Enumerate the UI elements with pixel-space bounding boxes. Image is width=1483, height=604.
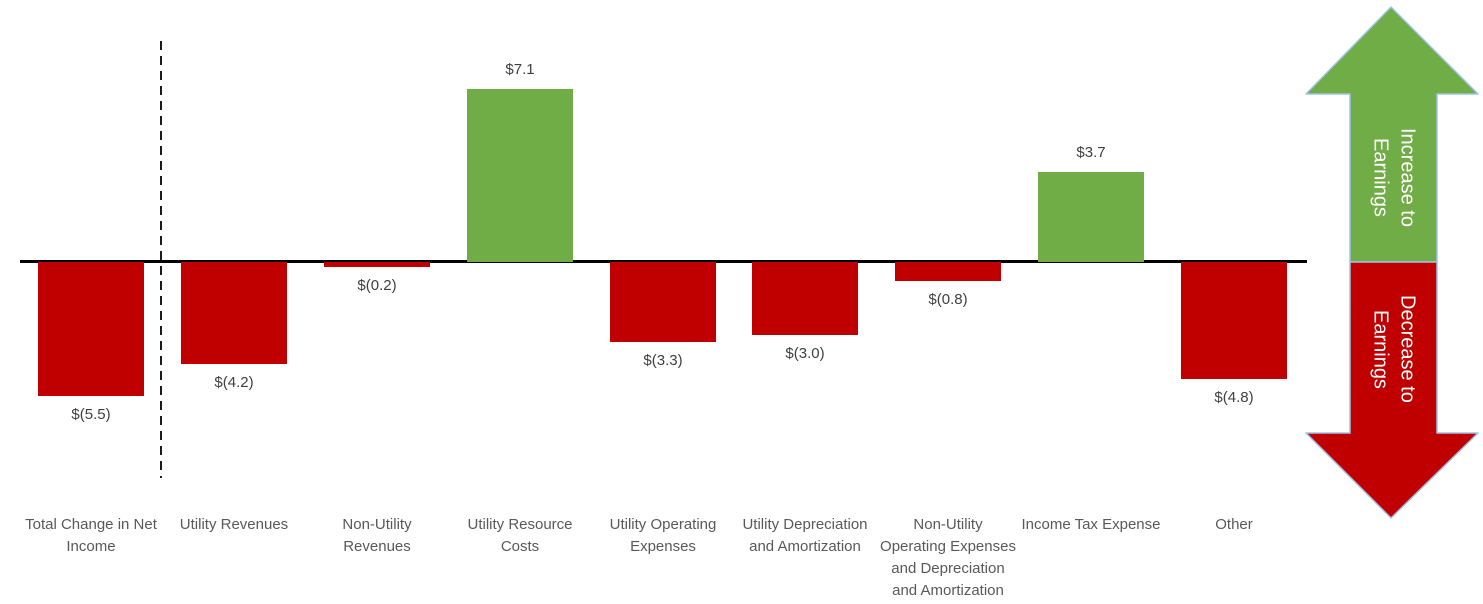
value-label-non-utility-operating-expenses-and-depreciation-and-amortization: $(0.8) bbox=[928, 291, 968, 308]
category-label-other: Other bbox=[1215, 516, 1253, 533]
bar-other bbox=[1181, 262, 1287, 379]
bar-non-utility-revenues bbox=[324, 262, 430, 267]
category-label-income-tax-expense: Income Tax Expense bbox=[1021, 516, 1161, 533]
value-label-utility-revenues: $(4.2) bbox=[214, 374, 254, 391]
category-label-utility-depreciation-and-amortization: Utility Depreciation and Amortization bbox=[742, 516, 868, 555]
category-label-utility-operating-expenses: Utility Operating Expenses bbox=[609, 516, 717, 555]
category-label-non-utility-revenues: Non-Utility Revenues bbox=[342, 516, 412, 555]
category-label-utility-revenues: Utility Revenues bbox=[179, 516, 289, 533]
bar-total-change-in-net-income bbox=[38, 262, 144, 396]
increase-to-earnings-label: Increase to Earnings bbox=[1369, 127, 1419, 227]
value-label-utility-depreciation-and-amortization: $(3.0) bbox=[785, 345, 825, 362]
value-label-other: $(4.8) bbox=[1214, 389, 1254, 406]
bar-utility-depreciation-and-amortization bbox=[752, 262, 858, 335]
value-label-income-tax-expense: $3.7 bbox=[1076, 144, 1106, 161]
bar-non-utility-operating-expenses-and-depreciation-and-amortization bbox=[895, 262, 1001, 281]
decrease-arrow-shape bbox=[1305, 261, 1479, 519]
value-label-utility-operating-expenses: $(3.3) bbox=[643, 352, 683, 369]
value-label-non-utility-revenues: $(0.2) bbox=[357, 277, 397, 294]
value-label-utility-resource-costs: $7.1 bbox=[505, 61, 535, 78]
bar-utility-revenues bbox=[181, 262, 287, 364]
bar-utility-operating-expenses bbox=[610, 262, 716, 342]
total-vs-components-separator-line bbox=[160, 41, 162, 478]
earnings-arrows-graphic bbox=[1305, 6, 1479, 519]
category-label-total-change-in-net-income: Total Change in Net Income bbox=[25, 516, 157, 555]
decrease-to-earnings-label: Decrease to Earnings bbox=[1369, 295, 1419, 403]
earnings-direction-legend: Increase to Earnings Decrease to Earning… bbox=[1303, 3, 1481, 520]
category-label-utility-resource-costs: Utility Resource Costs bbox=[467, 516, 573, 555]
zero-baseline-axis bbox=[20, 260, 1307, 263]
bar-utility-resource-costs bbox=[467, 89, 573, 262]
value-label-total-change-in-net-income: $(5.5) bbox=[71, 406, 111, 423]
category-label-non-utility-operating-expenses-and-depreciation-and-amortization: Non-Utility Operating Expenses and Depre… bbox=[880, 516, 1016, 599]
bar-income-tax-expense bbox=[1038, 172, 1144, 262]
